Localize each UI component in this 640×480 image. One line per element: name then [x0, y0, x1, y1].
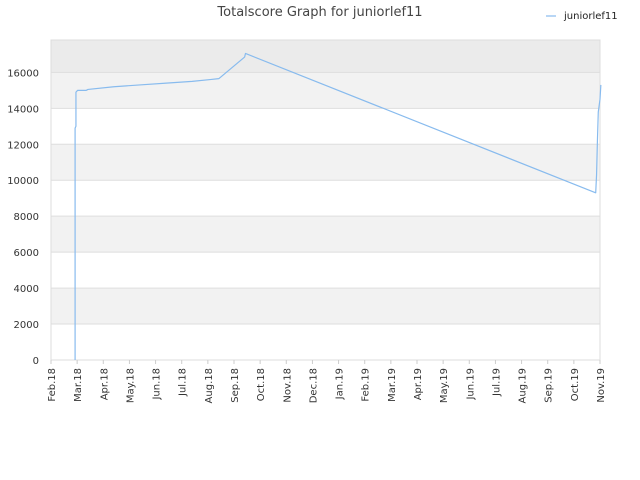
plot-area	[50, 39, 602, 361]
x-tick-label: Jun.19	[465, 368, 476, 401]
x-tick-label: Nov.18	[282, 368, 293, 403]
x-tick-label: Oct.18	[256, 368, 267, 401]
series-line-juniorlef11[interactable]	[74, 52, 602, 360]
y-tick-label: 16000	[7, 68, 39, 79]
x-axis: Feb.18 Mar.18 Apr.18 May.18 Jun.18 Jul.18 Aug.…	[47, 360, 607, 403]
x-tick-label: Aug.19	[518, 368, 529, 403]
x-tick-label: Jul.18	[178, 368, 189, 397]
x-tick-label: Mar.18	[73, 368, 84, 402]
grid-band	[51, 252, 600, 289]
x-tick-label: Feb.18	[47, 368, 58, 402]
x-tick-label: Jan.19	[335, 368, 346, 400]
y-axis: 0 2000 4000 6000 8000 10000 12000 14000 16000	[7, 68, 39, 367]
x-tick-label: Sep.19	[544, 368, 555, 403]
x-tick-label: Apr.18	[99, 368, 110, 400]
y-tick-label: 10000	[7, 176, 39, 187]
chart-title: Totalscore Graph for juniorlef11	[216, 5, 422, 20]
grid-band	[51, 180, 600, 217]
grid-band	[51, 288, 600, 325]
y-tick-label: 6000	[14, 248, 39, 259]
x-tick-label: Aug.18	[204, 368, 215, 403]
y-tick-label: 12000	[7, 140, 39, 151]
x-tick-label: Jun.18	[152, 368, 163, 401]
x-tick-label: Oct.19	[570, 368, 581, 401]
grid-band	[51, 144, 600, 181]
x-tick-label: May.18	[125, 368, 136, 403]
y-tick-label: 4000	[14, 284, 39, 295]
y-tick-label: 0	[33, 356, 39, 367]
grid-band	[51, 324, 600, 360]
x-tick-label: Apr.19	[413, 368, 424, 400]
x-tick-label: Jul.19	[491, 368, 502, 397]
legend-label: juniorlef11	[563, 11, 618, 22]
y-tick-label: 8000	[14, 212, 39, 223]
x-tick-label: Sep.18	[230, 368, 241, 403]
grid-band	[51, 40, 600, 73]
x-tick-label: Dec.18	[308, 368, 319, 403]
x-tick-label: Mar.19	[387, 368, 398, 402]
x-tick-label: Nov.19	[596, 368, 607, 403]
grid-band	[51, 216, 600, 253]
x-tick-label: Feb.19	[361, 368, 372, 402]
y-tick-label: 14000	[7, 104, 39, 115]
plot-frame	[50, 39, 601, 361]
y-tick-label: 2000	[14, 320, 39, 331]
grid-band	[51, 72, 600, 109]
x-tick-label: May.19	[439, 368, 450, 403]
legend[interactable]: juniorlef11	[546, 11, 618, 22]
grid-band	[51, 108, 600, 145]
